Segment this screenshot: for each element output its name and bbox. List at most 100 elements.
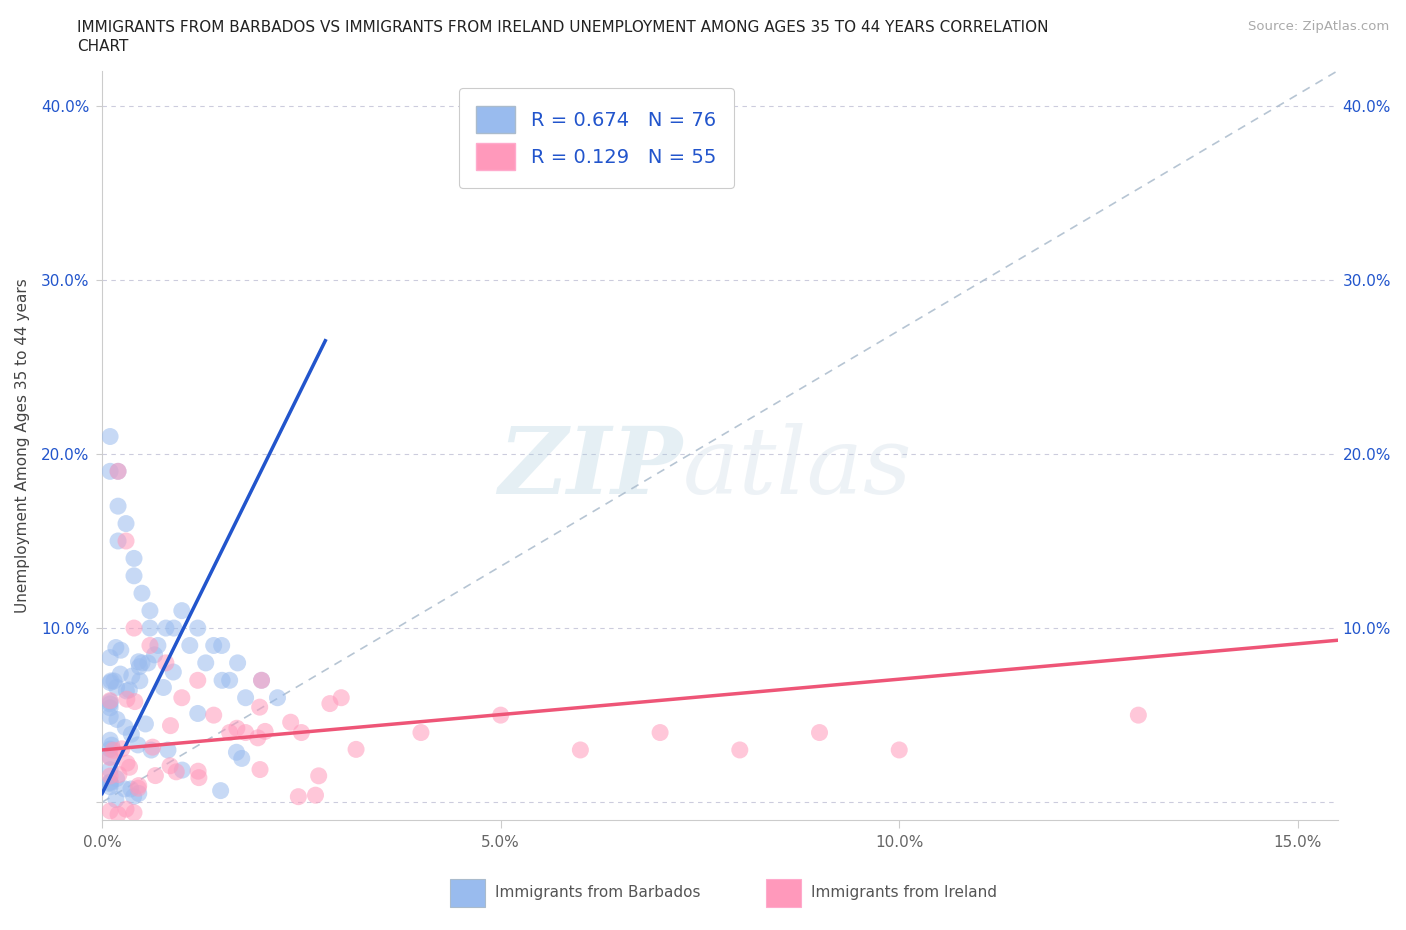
- Point: [115, 802, 138, 817]
- Point: [187, 764, 209, 778]
- Point: [235, 725, 257, 740]
- Point: [187, 706, 209, 721]
- Point: [114, 781, 136, 796]
- Point: [100, 673, 122, 688]
- Point: [344, 742, 367, 757]
- Point: [98, 768, 121, 783]
- Point: [108, 767, 131, 782]
- Point: [105, 680, 128, 695]
- Point: [98, 804, 121, 818]
- Point: [254, 724, 277, 738]
- Point: [118, 760, 141, 775]
- Point: [127, 737, 149, 752]
- Y-axis label: Unemployment Among Ages 35 to 44 years: Unemployment Among Ages 35 to 44 years: [15, 278, 30, 613]
- Point: [105, 771, 128, 786]
- Point: [1128, 708, 1150, 723]
- Point: [172, 763, 194, 777]
- Point: [98, 751, 121, 765]
- Point: [319, 697, 342, 711]
- Point: [98, 694, 121, 709]
- Point: [187, 620, 209, 635]
- Point: [98, 700, 121, 715]
- Point: [155, 656, 177, 671]
- Point: [98, 650, 121, 665]
- Point: [98, 675, 121, 690]
- Point: [889, 742, 911, 757]
- Point: [122, 805, 145, 820]
- Point: [127, 780, 149, 795]
- Point: [98, 775, 121, 790]
- Point: [115, 756, 138, 771]
- Point: [246, 730, 269, 745]
- Point: [226, 656, 249, 671]
- Point: [152, 680, 174, 695]
- Point: [128, 778, 150, 793]
- Point: [187, 673, 209, 688]
- Point: [128, 655, 150, 670]
- Point: [728, 742, 751, 757]
- Point: [209, 783, 232, 798]
- Point: [104, 640, 127, 655]
- Point: [98, 763, 121, 777]
- Point: [162, 665, 184, 680]
- Point: [145, 768, 167, 783]
- Point: [107, 464, 129, 479]
- Point: [107, 498, 129, 513]
- Point: [225, 745, 247, 760]
- Point: [235, 690, 257, 705]
- Point: [187, 770, 209, 785]
- Point: [304, 788, 326, 803]
- Point: [155, 620, 177, 635]
- Point: [330, 690, 353, 705]
- Point: [141, 742, 163, 757]
- Point: [100, 737, 122, 752]
- Legend: R = 0.674   N = 76, R = 0.129   N = 55: R = 0.674 N = 76, R = 0.129 N = 55: [458, 88, 734, 188]
- Point: [105, 712, 128, 727]
- Point: [308, 768, 330, 783]
- Point: [250, 673, 273, 688]
- Point: [122, 551, 145, 565]
- Point: [124, 694, 146, 709]
- Point: [98, 464, 121, 479]
- Point: [136, 656, 159, 671]
- Point: [98, 709, 121, 724]
- Point: [98, 693, 121, 708]
- Point: [142, 739, 165, 754]
- Text: ZIP: ZIP: [499, 422, 683, 512]
- Point: [110, 643, 132, 658]
- Point: [115, 692, 138, 707]
- Point: [115, 684, 138, 698]
- Point: [98, 779, 121, 794]
- Point: [110, 667, 132, 682]
- Point: [131, 586, 153, 601]
- Point: [165, 764, 187, 779]
- Point: [114, 720, 136, 735]
- Point: [104, 792, 127, 807]
- Point: [170, 604, 193, 618]
- Point: [156, 743, 179, 758]
- Text: IMMIGRANTS FROM BARBADOS VS IMMIGRANTS FROM IRELAND UNEMPLOYMENT AMONG AGES 35 T: IMMIGRANTS FROM BARBADOS VS IMMIGRANTS F…: [77, 20, 1049, 35]
- Point: [287, 790, 309, 804]
- Point: [134, 716, 156, 731]
- Point: [111, 741, 134, 756]
- Point: [122, 620, 145, 635]
- Point: [115, 534, 138, 549]
- Point: [202, 708, 225, 723]
- Point: [107, 534, 129, 549]
- Point: [98, 697, 121, 711]
- Point: [98, 742, 121, 757]
- Point: [211, 673, 233, 688]
- Point: [98, 775, 121, 790]
- Point: [118, 683, 141, 698]
- Point: [249, 762, 271, 777]
- Text: Immigrants from Barbados: Immigrants from Barbados: [495, 885, 700, 900]
- Point: [409, 725, 432, 740]
- Point: [122, 789, 145, 804]
- Point: [489, 708, 512, 723]
- Point: [266, 690, 288, 705]
- Point: [139, 638, 162, 653]
- Point: [179, 638, 201, 653]
- Point: [120, 726, 142, 741]
- Point: [648, 725, 671, 740]
- Point: [98, 733, 121, 748]
